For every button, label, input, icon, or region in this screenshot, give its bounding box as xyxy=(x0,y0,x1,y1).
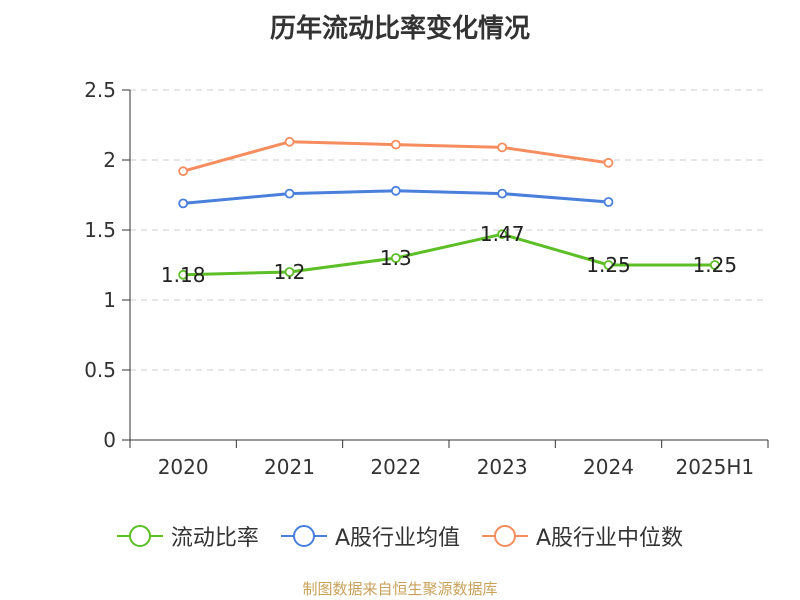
data-point xyxy=(497,229,508,240)
legend-item-current-ratio[interactable]: 流动比率 xyxy=(116,520,259,552)
data-point xyxy=(178,198,189,209)
y-tick-label: 2.5 xyxy=(84,78,116,102)
data-point xyxy=(284,188,295,199)
chart-title: 历年流动比率变化情况 xyxy=(269,14,530,44)
y-tick-label: 1 xyxy=(103,288,116,312)
y-tick-label: 2 xyxy=(103,148,116,172)
data-label: 1.25 xyxy=(586,253,631,277)
data-point xyxy=(284,136,295,147)
data-label: 1.25 xyxy=(693,253,738,277)
y-tick-label: 0 xyxy=(103,428,116,452)
data-point xyxy=(390,253,401,263)
source-note: 制图数据来自恒生聚源数据库 xyxy=(302,580,498,598)
data-label: 1.47 xyxy=(480,222,525,246)
data-point xyxy=(497,142,508,153)
y-tick-label: 0.5 xyxy=(84,358,116,382)
data-point xyxy=(284,267,295,277)
series-current-ratio-line xyxy=(183,232,715,277)
legend-industry-median-label: A股行业中位数 xyxy=(536,526,684,551)
data-point xyxy=(497,188,508,199)
data-point xyxy=(178,269,189,280)
data-label: 1.3 xyxy=(380,246,412,270)
x-tick-label: 2022 xyxy=(370,455,421,479)
data-point xyxy=(390,139,401,150)
x-tick-label: 2025H1 xyxy=(675,455,754,479)
legend-item-industry-mean[interactable]: A股行业均值 xyxy=(280,520,460,552)
data-label: 1.2 xyxy=(274,260,306,284)
legend-industry-mean-label: A股行业均值 xyxy=(334,526,460,551)
legend-current-ratio-icon xyxy=(116,525,163,547)
legend-industry-mean-icon xyxy=(280,525,327,547)
series-current-ratio xyxy=(178,229,720,280)
legend-current-ratio-label: 流动比率 xyxy=(170,526,259,551)
y-tick-label: 1.5 xyxy=(84,218,116,242)
data-point xyxy=(178,166,189,177)
series-industry-median xyxy=(178,136,614,177)
x-tick-label: 2023 xyxy=(477,455,528,479)
data-point xyxy=(603,157,614,168)
x-tick-label: 2020 xyxy=(158,455,209,479)
data-point xyxy=(603,260,614,270)
legend-industry-median-icon xyxy=(482,525,528,547)
series-industry-mean xyxy=(178,185,614,209)
legend-item-industry-median[interactable]: A股行业中位数 xyxy=(482,520,683,552)
x-tick-label: 2024 xyxy=(583,455,634,479)
data-point xyxy=(709,260,720,270)
legend: 流动比率 A股行业均值 A股行业中位数 xyxy=(0,520,800,552)
data-label: 1.18 xyxy=(161,263,206,287)
data-point xyxy=(390,185,401,196)
data-point xyxy=(603,197,614,207)
x-tick-label: 2021 xyxy=(264,455,315,479)
